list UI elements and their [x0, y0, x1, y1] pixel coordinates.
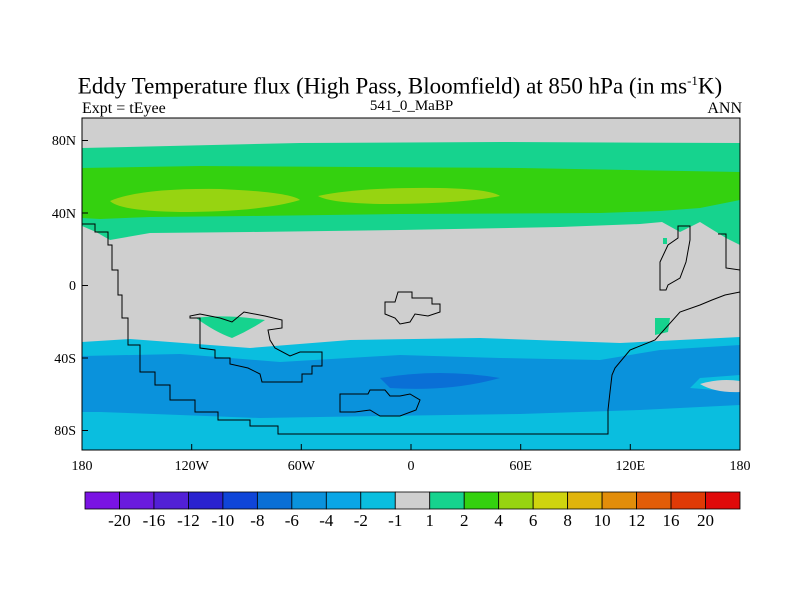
colorbar-label: 20 — [697, 511, 714, 530]
season-label: ANN — [707, 100, 742, 117]
x-tick-label: 180 — [72, 459, 93, 474]
sh-flux-core — [380, 373, 500, 389]
colorbar-swatch — [601, 491, 637, 510]
x-tick-label: 180 — [730, 459, 751, 474]
x-tick-label: 60E — [509, 459, 532, 474]
x-tick-label: 60W — [288, 459, 316, 474]
colorbar: -20 -16 -12 -10 -8 -6 -4 -2 -1 1 2 4 6 8 10 12 16 20 — [84, 491, 741, 530]
colorbar-label: 12 — [628, 511, 645, 530]
colorbar-swatch — [119, 491, 155, 510]
colorbar-label: 4 — [494, 511, 503, 530]
colorbar-label: -20 — [108, 511, 131, 530]
experiment-label: Expt = tEyee — [82, 100, 166, 117]
colorbar-swatch — [463, 491, 500, 510]
colorbar-label: -4 — [319, 511, 334, 530]
colorbar-label: -12 — [177, 511, 200, 530]
x-tick-label: 120E — [616, 459, 646, 474]
colorbar-swatch — [291, 491, 327, 510]
nh-flux-core-2 — [318, 187, 500, 204]
coastlines — [82, 223, 741, 435]
colorbar-swatch — [567, 491, 603, 510]
colorbar-swatch — [153, 491, 189, 510]
colorbar-label: -1 — [388, 511, 402, 530]
colorbar-label: -8 — [250, 511, 264, 530]
colorbar-label: -6 — [285, 511, 299, 530]
y-tick-label: 40S — [54, 352, 76, 367]
colorbar-label: 2 — [460, 511, 469, 530]
nh-flux-core — [110, 188, 300, 212]
y-tick-label: 80N — [52, 134, 76, 149]
coastline-east-2 — [718, 233, 741, 271]
case-label: 541_0_MaBP — [369, 98, 454, 114]
colorbar-swatch — [256, 491, 293, 510]
coastline-east — [659, 225, 691, 291]
colorbar-label: 16 — [663, 511, 680, 530]
sh-minor-patch — [700, 380, 740, 393]
colorbar-swatch — [84, 491, 120, 510]
x-tick-label: 120W — [175, 459, 210, 474]
map-frame — [81, 117, 741, 451]
colorbar-swatch — [636, 491, 672, 510]
colorbar-swatch — [670, 491, 706, 510]
colorbar-swatch — [498, 491, 534, 510]
y-tick-label: 40N — [52, 207, 76, 222]
colorbar-label: -2 — [354, 511, 368, 530]
colorbar-label: 1 — [425, 511, 434, 530]
colorbar-label: 8 — [563, 511, 572, 530]
y-tick-label: 0 — [69, 279, 76, 294]
colorbar-swatch — [360, 491, 396, 510]
colorbar-swatch — [705, 491, 741, 510]
asia-positive-dot — [663, 238, 667, 244]
colorbar-label: 10 — [594, 511, 611, 530]
colorbar-swatch — [532, 491, 569, 510]
colorbar-label: -10 — [212, 511, 235, 530]
coastline-australia — [384, 291, 441, 325]
coastline-west — [82, 223, 741, 435]
x-tick-label: 0 — [408, 459, 415, 474]
coastline-africa — [189, 311, 323, 383]
page-title: Eddy Temperature flux (High Pass, Bloomf… — [77, 73, 723, 99]
colorbar-swatch — [325, 491, 362, 510]
coastline-antarctic-island — [339, 389, 421, 417]
colorbar-swatch — [429, 491, 465, 510]
colorbar-swatch — [394, 491, 431, 510]
y-tick-label: 80S — [54, 424, 76, 439]
colorbar-label: 6 — [529, 511, 538, 530]
africa-positive-patch — [196, 316, 265, 338]
colorbar-swatch — [188, 491, 224, 510]
australia-positive-patch — [655, 318, 670, 335]
colorbar-swatch — [222, 491, 258, 510]
colorbar-label: -16 — [143, 511, 166, 530]
